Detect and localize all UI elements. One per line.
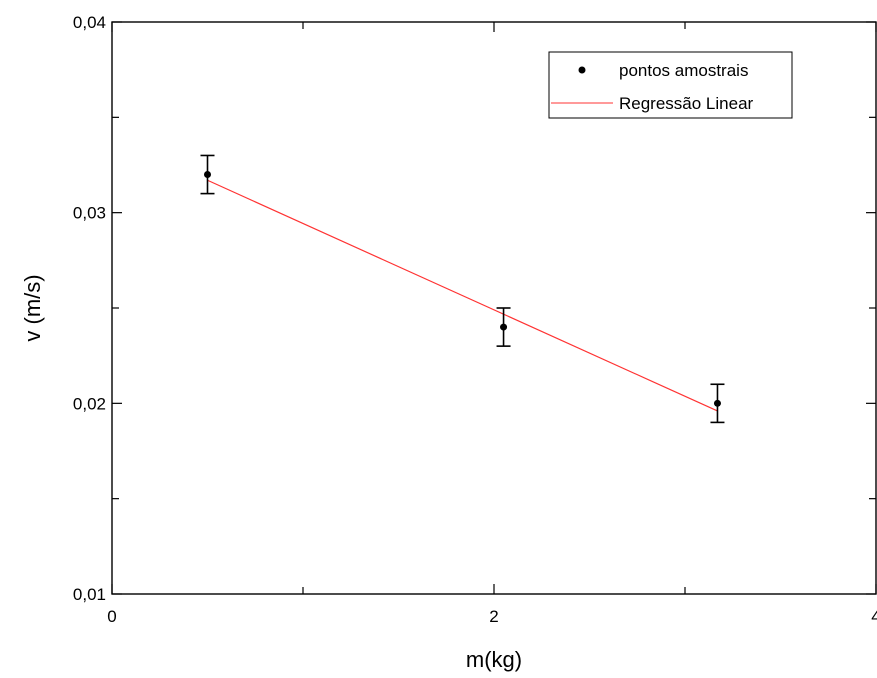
legend-marker-points bbox=[578, 66, 586, 74]
legend-box bbox=[548, 51, 793, 119]
series-layer bbox=[200, 154, 725, 424]
tick-labels: 0 2 4 0,01 0,02 0,03 0,04 bbox=[73, 13, 877, 626]
y-tick-label: 0,02 bbox=[73, 394, 106, 413]
legend-entry-points: pontos amostrais bbox=[619, 61, 748, 80]
legend: pontos amostrais Regressão Linear bbox=[548, 51, 793, 119]
y-tick-label: 0,04 bbox=[73, 13, 106, 32]
legend-entry-regression: Regressão Linear bbox=[619, 94, 754, 113]
plot-frame bbox=[111, 21, 877, 595]
x-axis-title: m(kg) bbox=[466, 647, 522, 672]
data-point bbox=[713, 399, 721, 407]
x-tick-label: 4 bbox=[871, 607, 877, 626]
y-axis-title: v (m/s) bbox=[20, 274, 45, 341]
data-point bbox=[500, 323, 508, 331]
y-tick-label: 0,03 bbox=[73, 204, 106, 223]
x-tick-label: 0 bbox=[107, 607, 116, 626]
regression-line bbox=[207, 179, 718, 412]
x-tick-label: 2 bbox=[489, 607, 498, 626]
data-point bbox=[204, 171, 211, 179]
y-tick-label: 0,01 bbox=[73, 585, 106, 604]
